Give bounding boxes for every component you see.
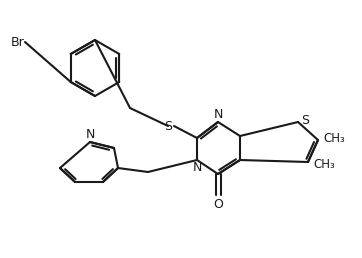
Text: O: O	[213, 198, 223, 211]
Text: N: N	[85, 128, 95, 141]
Text: CH₃: CH₃	[313, 157, 335, 171]
Text: Br: Br	[10, 36, 24, 49]
Text: N: N	[213, 108, 223, 121]
Text: S: S	[301, 115, 309, 127]
Text: N: N	[192, 161, 202, 174]
Text: CH₃: CH₃	[323, 132, 345, 144]
Text: S: S	[164, 119, 172, 133]
